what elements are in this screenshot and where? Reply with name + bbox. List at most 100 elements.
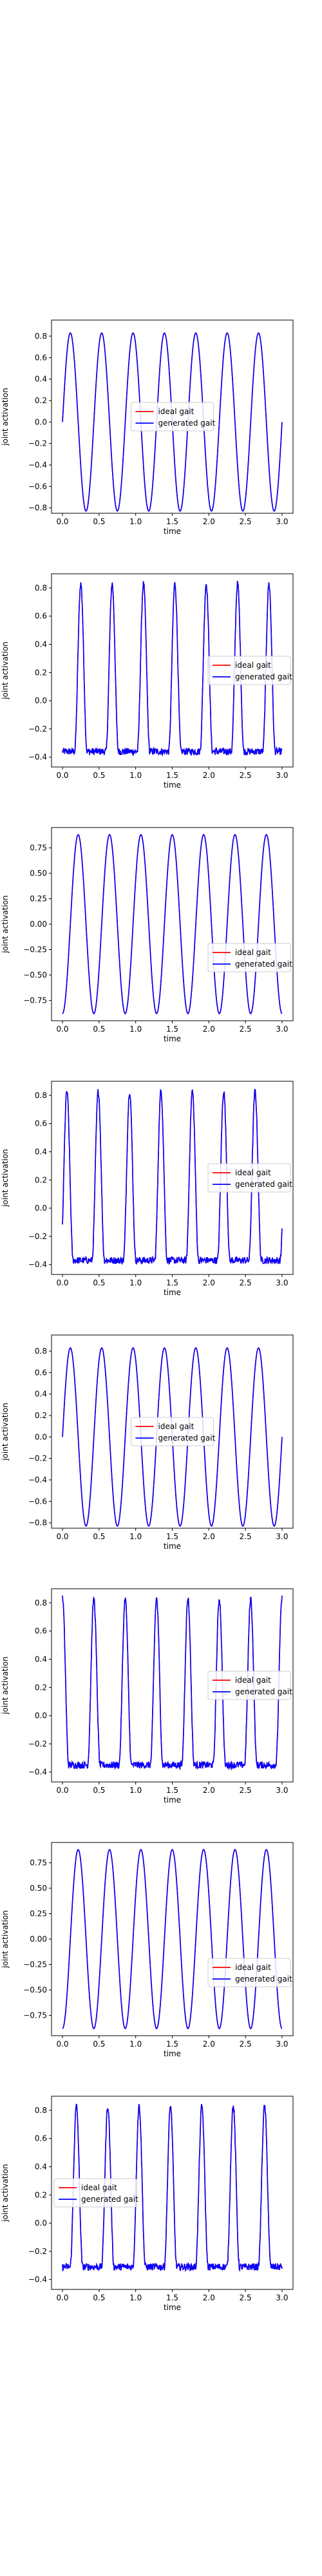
y-tick-label: 0.6 [35, 353, 47, 362]
x-tick-label: 3.0 [276, 1025, 288, 1034]
chart-2: 0.0 0.5 1.0 1.5 2.0 2.5 3.0 −0.4 −0.2 0.0 0.2 0.4 0.… [1, 573, 294, 790]
x-tick-label: 1.0 [129, 1786, 142, 1795]
x-tick-label: 2.0 [203, 1025, 215, 1034]
x-tick-label: 2.0 [203, 2293, 215, 2302]
x-axis-label: time [164, 527, 181, 536]
legend: ideal gait generated gait [207, 1958, 292, 1987]
y-axis-label: joint activation [1, 641, 10, 700]
y-tick-label: 0.4 [35, 1654, 47, 1663]
legend-label: ideal gait [235, 1676, 271, 1685]
series-ideal-gait-line [62, 1849, 283, 2029]
x-tick-label: 3.0 [276, 1278, 288, 1287]
y-tick-label: −0.2 [28, 439, 47, 448]
x-tick-label: 0.5 [93, 771, 105, 780]
y-tick-label: 0.8 [35, 1091, 47, 1100]
legend-box [207, 656, 291, 685]
series-generated-gait-line [62, 2103, 283, 2272]
y-axis-label: joint activation [1, 1910, 10, 1969]
x-tick-label: 2.0 [203, 1278, 215, 1287]
y-axis-label: joint activation [1, 895, 10, 954]
y-tick-label: −0.6 [28, 482, 47, 491]
y-tick-label: −0.4 [28, 753, 47, 762]
legend-label: ideal gait [158, 407, 194, 416]
x-tick-label: 0.5 [93, 1532, 105, 1541]
x-tick-label: 3.0 [276, 1532, 288, 1541]
y-tick-label: 0.2 [35, 668, 47, 677]
x-axis-label: time [164, 2049, 181, 2058]
x-tick-label: 0.5 [93, 2040, 105, 2049]
x-tick-label: 2.5 [240, 2040, 252, 2049]
x-tick-label: 1.0 [129, 1278, 142, 1287]
x-tick-label: 1.5 [166, 1278, 178, 1287]
x-tick-label: 3.0 [276, 2040, 288, 2049]
x-tick-label: 1.5 [166, 1786, 178, 1795]
x-axis-label: time [164, 781, 181, 790]
y-axis-label: joint activation [1, 2164, 10, 2222]
x-tick-label: 1.0 [129, 517, 142, 526]
x-tick-label: 0.5 [93, 517, 105, 526]
x-tick-label: 2.5 [240, 771, 252, 780]
y-tick-label: −0.4 [28, 1260, 47, 1269]
y-tick-label: −0.2 [28, 2247, 47, 2256]
legend-box [207, 1163, 291, 1193]
chart-4: 0.0 0.5 1.0 1.5 2.0 2.5 3.0 −0.4 −0.2 0.0 0.2 0.4 0.… [1, 1081, 294, 1297]
x-tick-label: 1.0 [129, 2293, 142, 2302]
legend-label: ideal gait [81, 2183, 117, 2192]
y-tick-label: −0.6 [28, 1497, 47, 1506]
y-tick-label: 0.2 [35, 2190, 47, 2199]
y-tick-label: 0.2 [35, 1683, 47, 1692]
y-tick-label: 0.25 [30, 1909, 47, 1918]
y-tick-label: 0.2 [35, 1175, 47, 1184]
y-tick-label: 0.0 [35, 1204, 47, 1213]
y-tick-label: 0.4 [35, 639, 47, 649]
y-tick-label: −0.4 [28, 1768, 47, 1777]
plot-frame [51, 827, 294, 1021]
y-tick-label: −0.8 [28, 1519, 47, 1528]
x-tick-label: 1.5 [166, 2040, 178, 2049]
x-tick-label: 1.0 [129, 2040, 142, 2049]
y-tick-label: −0.4 [28, 460, 47, 469]
x-tick-label: 0.0 [56, 1786, 68, 1795]
y-tick-label: 0.75 [30, 1859, 47, 1868]
x-tick-label: 2.0 [203, 771, 215, 780]
y-tick-label: 0.8 [35, 1347, 47, 1356]
series-generated-gait-line [62, 1849, 283, 2029]
plot-frame [51, 1842, 294, 2036]
x-tick-label: 2.0 [203, 1532, 215, 1541]
y-tick-label: 0.6 [35, 1627, 47, 1636]
x-axis-label: time [164, 1542, 181, 1551]
legend-label: generated gait [235, 960, 292, 969]
y-axis-label: joint activation [1, 1403, 10, 1461]
legend: ideal gait generated gait [207, 1671, 292, 1700]
legend-box [207, 943, 291, 972]
y-tick-label: 0.6 [35, 1368, 47, 1377]
legend: ideal gait generated gait [207, 1163, 292, 1193]
x-tick-label: 0.0 [56, 2293, 68, 2302]
y-tick-label: −0.50 [23, 1985, 47, 1994]
x-tick-label: 1.5 [166, 1025, 178, 1034]
x-tick-label: 2.5 [240, 517, 252, 526]
series-generated-gait-line [62, 834, 283, 1014]
x-tick-label: 1.5 [166, 1532, 178, 1541]
y-tick-label: −0.75 [23, 2011, 47, 2020]
series-generated-gait-line [62, 1088, 283, 1265]
legend: ideal gait generated gait [207, 656, 292, 685]
y-tick-label: 0.8 [35, 1598, 47, 1607]
x-tick-label: 2.5 [240, 2293, 252, 2302]
y-tick-label: 0.8 [35, 2106, 47, 2115]
series-generated-gait-line [62, 580, 283, 757]
x-tick-label: 0.0 [56, 771, 68, 780]
x-tick-label: 2.0 [203, 1786, 215, 1795]
legend-label: generated gait [235, 1687, 292, 1696]
x-tick-label: 0.0 [56, 2040, 68, 2049]
y-tick-label: 0.6 [35, 612, 47, 621]
x-tick-label: 0.5 [93, 2293, 105, 2302]
legend-label: generated gait [158, 419, 216, 428]
y-tick-label: 0.4 [35, 375, 47, 384]
x-tick-label: 1.0 [129, 1532, 142, 1541]
y-tick-label: 0.0 [35, 1432, 47, 1441]
y-tick-label: −0.50 [23, 971, 47, 980]
x-tick-label: 3.0 [276, 517, 288, 526]
y-tick-label: 0.4 [35, 1147, 47, 1156]
